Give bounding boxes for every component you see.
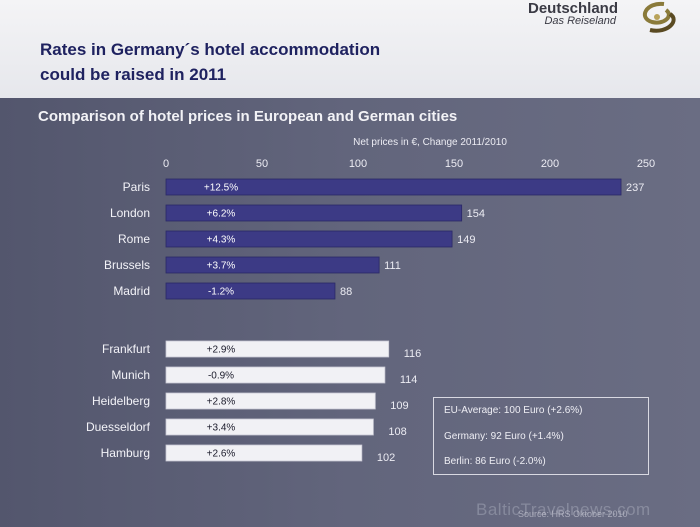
bar <box>165 282 336 300</box>
category-label: London <box>110 206 150 220</box>
change-label: +3.4% <box>207 423 236 434</box>
category-label: Munich <box>111 368 150 382</box>
change-label: +2.8% <box>207 397 236 408</box>
bar <box>165 418 374 436</box>
bar <box>165 392 376 410</box>
bar <box>165 230 453 248</box>
category-label: Heidelberg <box>92 394 150 408</box>
x-tick-label: 0 <box>163 158 169 170</box>
eu-average-label: EU-Average: 100 Euro (+2.6%) <box>444 405 583 416</box>
chart-title: Comparison of hotel prices in European a… <box>38 108 458 125</box>
brand-logo-icon <box>642 1 676 33</box>
value-label: 111 <box>384 260 401 272</box>
value-label: 237 <box>626 182 644 194</box>
value-label: 88 <box>340 286 352 298</box>
change-label: -1.2% <box>208 287 234 298</box>
bar <box>165 444 363 462</box>
change-label: +4.3% <box>207 235 236 246</box>
x-tick-label: 50 <box>256 158 268 170</box>
slide-headline: Rates in Germany´s hotel accommodation c… <box>40 37 500 87</box>
value-label: 102 <box>377 452 395 464</box>
change-label: -0.9% <box>208 371 234 382</box>
category-label: Brussels <box>104 258 150 272</box>
bar <box>165 340 390 358</box>
germany-average-label: Germany: 92 Euro (+1.4%) <box>444 431 564 442</box>
category-label: Paris <box>123 180 150 194</box>
change-label: +6.2% <box>207 209 236 220</box>
x-tick-label: 250 <box>637 158 655 170</box>
bar <box>165 178 622 196</box>
bar <box>165 204 463 222</box>
change-label: +3.7% <box>207 261 236 272</box>
x-tick-label: 150 <box>445 158 463 170</box>
averages-box: EU-Average: 100 Euro (+2.6%) Germany: 92… <box>433 397 649 475</box>
value-label: 114 <box>400 374 418 386</box>
bar <box>165 256 380 274</box>
category-label: Rome <box>118 232 150 246</box>
value-label: 154 <box>467 208 485 220</box>
category-label: Hamburg <box>101 446 150 460</box>
slide-header: Rates in Germany´s hotel accommodation c… <box>0 0 700 98</box>
headline-line-2: could be raised in 2011 <box>40 65 227 84</box>
x-axis-label: Net prices in €, Change 2011/2010 <box>353 137 507 148</box>
value-label: 116 <box>404 348 422 360</box>
change-label: +12.5% <box>204 183 238 194</box>
brand-name: Deutschland <box>527 0 618 17</box>
value-label: 109 <box>390 400 408 412</box>
value-label: 149 <box>457 234 475 246</box>
category-label: Frankfurt <box>102 342 151 356</box>
watermark-text: BalticTravelnews.com <box>476 500 651 519</box>
value-label: 108 <box>388 426 406 438</box>
change-label: +2.9% <box>207 345 236 356</box>
headline-line-1: Rates in Germany´s hotel accommodation <box>40 40 381 59</box>
source-note: Source: HRS Oktober 2010 <box>518 509 628 519</box>
x-tick-label: 100 <box>349 158 367 170</box>
change-label: +2.6% <box>207 449 236 460</box>
brand-tagline: Das Reiseland <box>544 15 616 27</box>
x-tick-label: 200 <box>541 158 559 170</box>
berlin-average-label: Berlin: 86 Euro (-2.0%) <box>444 456 546 467</box>
bar <box>165 366 386 384</box>
category-label: Duesseldorf <box>86 420 151 434</box>
category-label: Madrid <box>113 284 150 298</box>
